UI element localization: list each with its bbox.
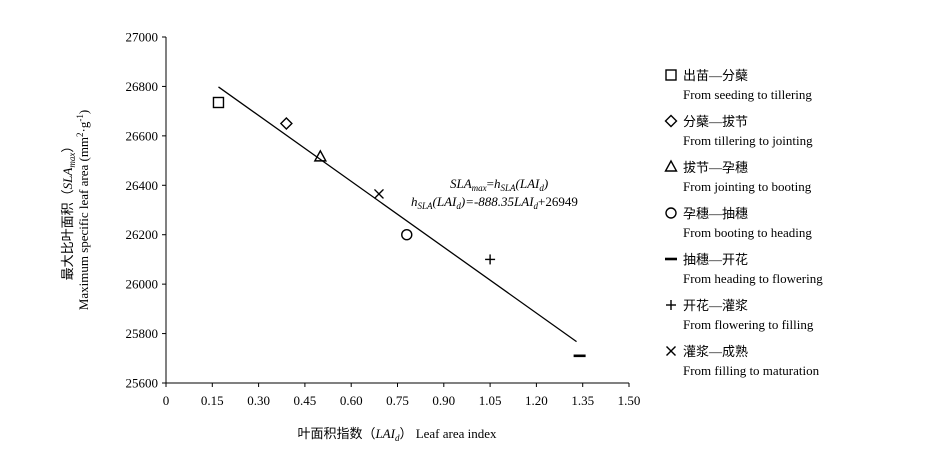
y-tick-label: 25800 — [126, 326, 159, 341]
legend-label-en: From booting to heading — [683, 225, 812, 240]
legend-label-en: From flowering to filling — [683, 317, 814, 332]
y-tick-label: 26600 — [126, 128, 159, 143]
y-tick-label: 26400 — [126, 178, 159, 193]
legend-item: 拔节—孕穗 From jointing to booting — [664, 159, 812, 194]
legend-item: 孕穗—抽穗 From booting to heading — [665, 206, 812, 240]
legend-label-en: From seeding to tillering — [683, 87, 812, 102]
legend-label-zh: 孕穗—抽穗 — [683, 206, 748, 221]
data-point-circle — [401, 229, 413, 241]
legend-marker-triangle — [664, 159, 678, 172]
legend-marker-plus — [666, 300, 676, 310]
y-axis-label: 最大比叶面积（SLAmax） Maximum specific leaf are… — [60, 110, 91, 310]
data-point-triangle — [313, 149, 328, 162]
y-axis-label-line-1: 最大比叶面积（SLAmax） — [60, 140, 77, 281]
legend-item: 分蘖—拔节 From tillering to jointing — [664, 114, 813, 148]
data-point-square — [212, 96, 225, 109]
y-tick-label: 26800 — [126, 79, 159, 94]
x-tick-label: 0.90 — [432, 393, 455, 408]
legend-label-zh: 灌浆—成熟 — [683, 344, 748, 359]
legend-label-zh: 拔节—孕穗 — [683, 160, 748, 175]
legend-marker-diamond — [664, 114, 678, 128]
legend-label-zh: 出苗—分蘖 — [683, 68, 748, 83]
legend-label-zh: 抽穗—开花 — [683, 252, 748, 267]
legend-item: 开花—灌浆 From flowering to filling — [666, 298, 814, 332]
legend-label-zh: 分蘖—拔节 — [683, 114, 748, 129]
y-axis-label-line-2: Maximum specific leaf area (mm2·g-1) — [75, 110, 91, 310]
legend-item: 出苗—分蘖 From seeding to tillering — [665, 68, 812, 102]
x-axis-ticks: 0 0.15 0.30 0.45 0.60 0.75 0.90 1.05 1.20 1.35 1.5… — [163, 383, 641, 408]
y-tick-label: 26200 — [126, 227, 159, 242]
trend-line — [218, 86, 577, 343]
equation-line-2: hSLA(LAId)=-888.35LAId+26949 — [411, 194, 578, 211]
x-tick-label: 1.50 — [618, 393, 641, 408]
legend-label-zh: 开花—灌浆 — [683, 298, 748, 313]
x-tick-label: 1.35 — [571, 393, 594, 408]
x-axis-label: 叶面积指数（LAId） Leaf area index — [297, 426, 497, 443]
x-tick-label: 0.15 — [201, 393, 224, 408]
legend: 出苗—分蘖 From seeding to tillering 分蘖—拔节 From … — [664, 68, 823, 378]
x-tick-label: 1.20 — [525, 393, 548, 408]
data-point-plus — [485, 254, 496, 265]
x-tick-label: 0 — [163, 393, 170, 408]
y-tick-label: 26000 — [126, 277, 159, 292]
y-axis-ticks: 25600 25800 26000 26200 26400 26600 26800 27000 — [126, 30, 166, 391]
equation-line-1: SLAmax=hSLA(LAId) — [450, 176, 548, 193]
x-tick-label: 0.60 — [340, 393, 363, 408]
regression-line — [218, 86, 577, 343]
axes — [165, 37, 629, 384]
x-tick-label: 1.05 — [479, 393, 502, 408]
legend-marker-square — [665, 69, 677, 81]
legend-label-en: From tillering to jointing — [683, 133, 813, 148]
legend-item: 灌浆—成熟 From filling to maturation — [666, 344, 820, 378]
legend-marker-circle — [665, 207, 677, 219]
data-point-x — [373, 188, 384, 199]
y-tick-label: 25600 — [126, 376, 159, 391]
data-points — [212, 96, 586, 358]
legend-label-en: From jointing to booting — [683, 179, 812, 194]
legend-marker-x — [666, 346, 676, 356]
legend-label-en: From filling to maturation — [683, 363, 820, 378]
legend-label-en: From heading to flowering — [683, 271, 823, 286]
data-point-diamond — [279, 117, 293, 130]
y-tick-label: 27000 — [126, 30, 159, 45]
x-tick-label: 0.30 — [247, 393, 270, 408]
x-tick-label: 0.45 — [294, 393, 317, 408]
x-tick-label: 0.75 — [386, 393, 409, 408]
legend-item: 抽穗—开花 From heading to flowering — [665, 252, 823, 286]
